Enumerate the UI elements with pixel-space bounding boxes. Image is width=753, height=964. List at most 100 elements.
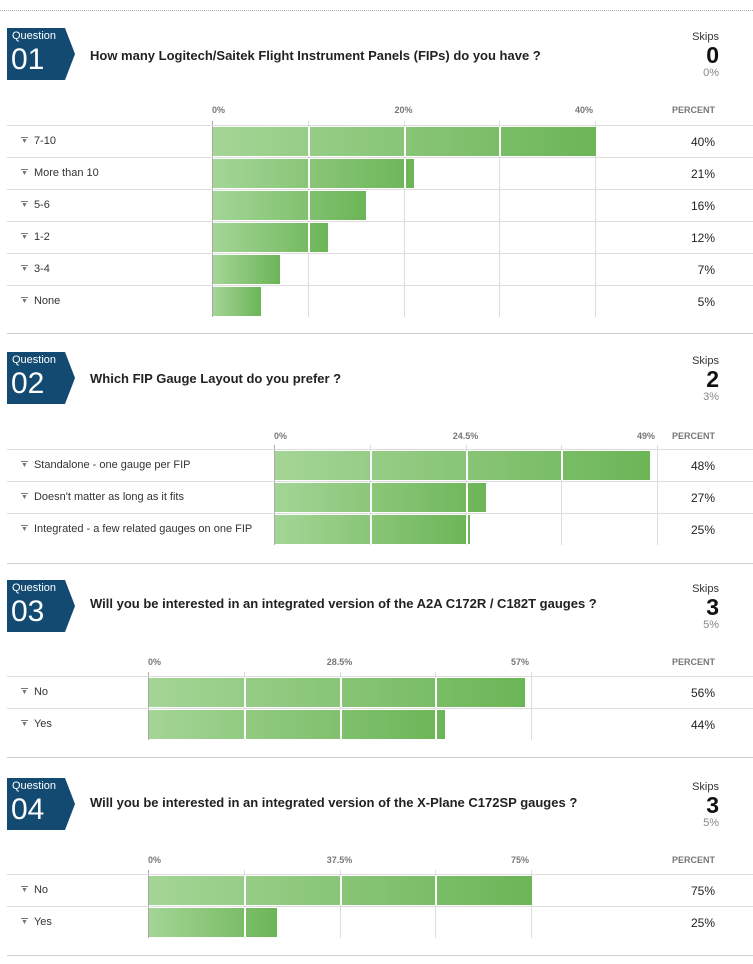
percent-value: 44% bbox=[690, 718, 715, 732]
row-label[interactable]: ▼ 7-10 bbox=[21, 135, 56, 147]
category-label: More than 10 bbox=[33, 167, 99, 179]
filter-icon[interactable]: ▼ bbox=[21, 461, 28, 469]
skips-percent: 5% bbox=[703, 817, 719, 829]
axis-tick-label: 57% bbox=[510, 657, 529, 667]
question-badge: Question 04 bbox=[7, 778, 75, 830]
question-number: 04 bbox=[11, 793, 45, 826]
gridline bbox=[657, 445, 658, 545]
badge-shape bbox=[7, 778, 75, 830]
skips-summary: Skips 3 5% bbox=[692, 583, 719, 631]
axis-tick-label: 20% bbox=[394, 105, 413, 115]
row-label[interactable]: ▼ 3-4 bbox=[21, 263, 50, 275]
bar-divider bbox=[307, 223, 310, 252]
badge-label: Question bbox=[12, 30, 57, 42]
skips-percent: 3% bbox=[703, 391, 719, 403]
skips-count: 2 bbox=[706, 366, 719, 392]
filter-icon[interactable]: ▼ bbox=[21, 169, 28, 177]
bar-divider bbox=[307, 159, 310, 188]
bar-divider bbox=[339, 876, 342, 905]
table-row: ▼ None 5% bbox=[7, 285, 753, 318]
bar[interactable] bbox=[213, 287, 261, 316]
skips-summary: Skips 0 0% bbox=[692, 31, 719, 79]
bar-divider bbox=[465, 483, 468, 512]
bar-divider bbox=[339, 710, 342, 739]
gridline bbox=[499, 121, 501, 317]
question-title: Will you be interested in an integrated … bbox=[90, 596, 597, 611]
bar-divider bbox=[465, 451, 468, 480]
skips-label: Skips bbox=[692, 355, 719, 367]
bar[interactable] bbox=[149, 678, 526, 707]
row-label[interactable]: ▼ More than 10 bbox=[21, 167, 99, 179]
row-label[interactable]: ▼ 1-2 bbox=[21, 231, 50, 243]
axis-tick-label: 0% bbox=[148, 657, 162, 667]
row-label[interactable]: ▼ Yes bbox=[21, 916, 52, 928]
bar[interactable] bbox=[213, 223, 328, 252]
gridline bbox=[274, 445, 275, 545]
skips-summary: Skips 3 5% bbox=[692, 781, 719, 829]
filter-icon[interactable]: ▼ bbox=[21, 265, 28, 273]
table-row: ▼ Integrated - a few related gauges on on… bbox=[7, 513, 753, 546]
category-label: 3-4 bbox=[33, 263, 50, 275]
bar[interactable] bbox=[149, 908, 277, 937]
bar[interactable] bbox=[275, 515, 471, 544]
table-row: ▼ No 56% bbox=[7, 676, 753, 709]
percent-value: 48% bbox=[690, 459, 715, 473]
axis-tick-label: 49% bbox=[636, 431, 655, 441]
row-label[interactable]: ▼ No bbox=[21, 884, 48, 896]
filter-icon[interactable]: ▼ bbox=[21, 720, 28, 728]
bar[interactable] bbox=[275, 451, 651, 480]
row-label[interactable]: ▼ No bbox=[21, 686, 48, 698]
gridline bbox=[595, 121, 596, 317]
bar-divider bbox=[307, 127, 310, 156]
filter-icon[interactable]: ▼ bbox=[21, 918, 28, 926]
category-label: Doesn't matter as long as it fits bbox=[33, 491, 184, 503]
bar-divider bbox=[499, 127, 502, 156]
filter-icon[interactable]: ▼ bbox=[21, 525, 28, 533]
badge-shape bbox=[7, 352, 75, 404]
filter-icon[interactable]: ▼ bbox=[21, 297, 28, 305]
bar[interactable] bbox=[275, 483, 487, 512]
row-label[interactable]: ▼ None bbox=[21, 295, 60, 307]
question-1: Question 01 How many Logitech/Saitek Fligh… bbox=[0, 22, 753, 334]
skips-label: Skips bbox=[692, 31, 719, 43]
bar[interactable] bbox=[213, 191, 367, 220]
table-row: ▼ Doesn't matter as long as it fits 27% bbox=[7, 481, 753, 514]
percent-header: PERCENT bbox=[671, 855, 715, 865]
bar[interactable] bbox=[213, 159, 415, 188]
filter-icon[interactable]: ▼ bbox=[21, 201, 28, 209]
skips-summary: Skips 2 3% bbox=[692, 355, 719, 403]
row-label[interactable]: ▼ 5-6 bbox=[21, 199, 50, 211]
badge-shape bbox=[7, 580, 75, 632]
question-badge: Question 03 bbox=[7, 580, 75, 632]
percent-value: 25% bbox=[690, 523, 715, 537]
table-row: ▼ 3-4 7% bbox=[7, 253, 753, 286]
percent-value: 21% bbox=[690, 167, 715, 181]
table-row: ▼ Standalone - one gauge per FIP 48% bbox=[7, 449, 753, 482]
row-label[interactable]: ▼ Doesn't matter as long as it fits bbox=[21, 491, 184, 503]
section-divider bbox=[7, 757, 753, 758]
table-row: ▼ More than 10 21% bbox=[7, 157, 753, 190]
category-label: Yes bbox=[33, 916, 52, 928]
filter-icon[interactable]: ▼ bbox=[21, 886, 28, 894]
category-label: 1-2 bbox=[33, 231, 50, 243]
bar[interactable] bbox=[213, 255, 281, 284]
bar-divider bbox=[243, 678, 246, 707]
question-number: 01 bbox=[11, 43, 45, 76]
percent-value: 25% bbox=[690, 916, 715, 930]
row-label[interactable]: ▼ Yes bbox=[21, 718, 52, 730]
axis-tick-label: 0% bbox=[148, 855, 162, 865]
row-label[interactable]: ▼ Standalone - one gauge per FIP bbox=[21, 459, 191, 471]
question-title: Will you be interested in an integrated … bbox=[90, 795, 578, 810]
filter-icon[interactable]: ▼ bbox=[21, 688, 28, 696]
gridline bbox=[212, 121, 213, 317]
axis-tick-label: 40% bbox=[574, 105, 593, 115]
bar[interactable] bbox=[149, 710, 445, 739]
filter-icon[interactable]: ▼ bbox=[21, 493, 28, 501]
filter-icon[interactable]: ▼ bbox=[21, 233, 28, 241]
category-label: 5-6 bbox=[33, 199, 50, 211]
row-label[interactable]: ▼ Integrated - a few related gauges on on… bbox=[21, 523, 252, 535]
filter-icon[interactable]: ▼ bbox=[21, 137, 28, 145]
percent-value: 7% bbox=[697, 263, 715, 277]
bar-divider bbox=[435, 876, 438, 905]
